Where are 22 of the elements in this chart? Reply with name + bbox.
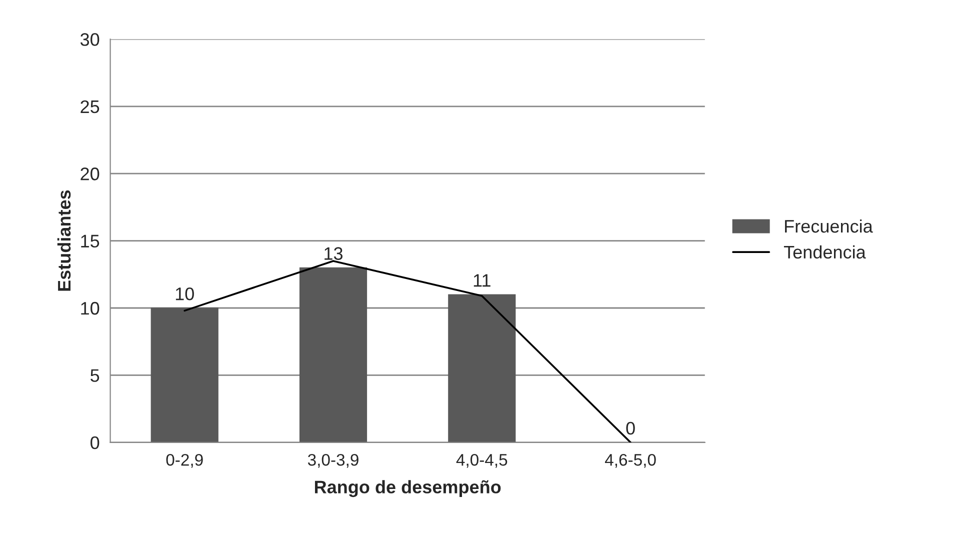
y-tick-label: 0 <box>90 436 100 450</box>
y-tick-label: 10 <box>81 302 100 315</box>
legend-label: Tendencia <box>784 245 866 259</box>
x-tick-label: 4,6-5,0 <box>604 454 656 468</box>
data-label: 11 <box>474 274 490 287</box>
x-tick-label: 0-2,9 <box>166 454 203 468</box>
y-tick-label: 5 <box>90 369 100 382</box>
data-label: 10 <box>176 287 194 300</box>
data-label: 13 <box>324 247 342 260</box>
y-tick-label: 30 <box>80 33 100 46</box>
x-tick-label: 3,0-3,9 <box>308 454 358 468</box>
data-label: 0 <box>626 422 635 435</box>
y-tick-label: 25 <box>80 100 100 114</box>
bar <box>299 267 368 442</box>
bar <box>150 308 218 442</box>
x-axis-title: Rango de desempeño <box>314 480 501 498</box>
legend-label: Frecuencia <box>785 219 873 233</box>
y-tick-label: 15 <box>81 234 100 248</box>
y-axis-title: Estudiantes <box>57 190 71 291</box>
x-tick-label: 4,0-4,5 <box>456 454 508 468</box>
y-tick-label: 20 <box>80 168 100 180</box>
bar <box>448 294 516 442</box>
